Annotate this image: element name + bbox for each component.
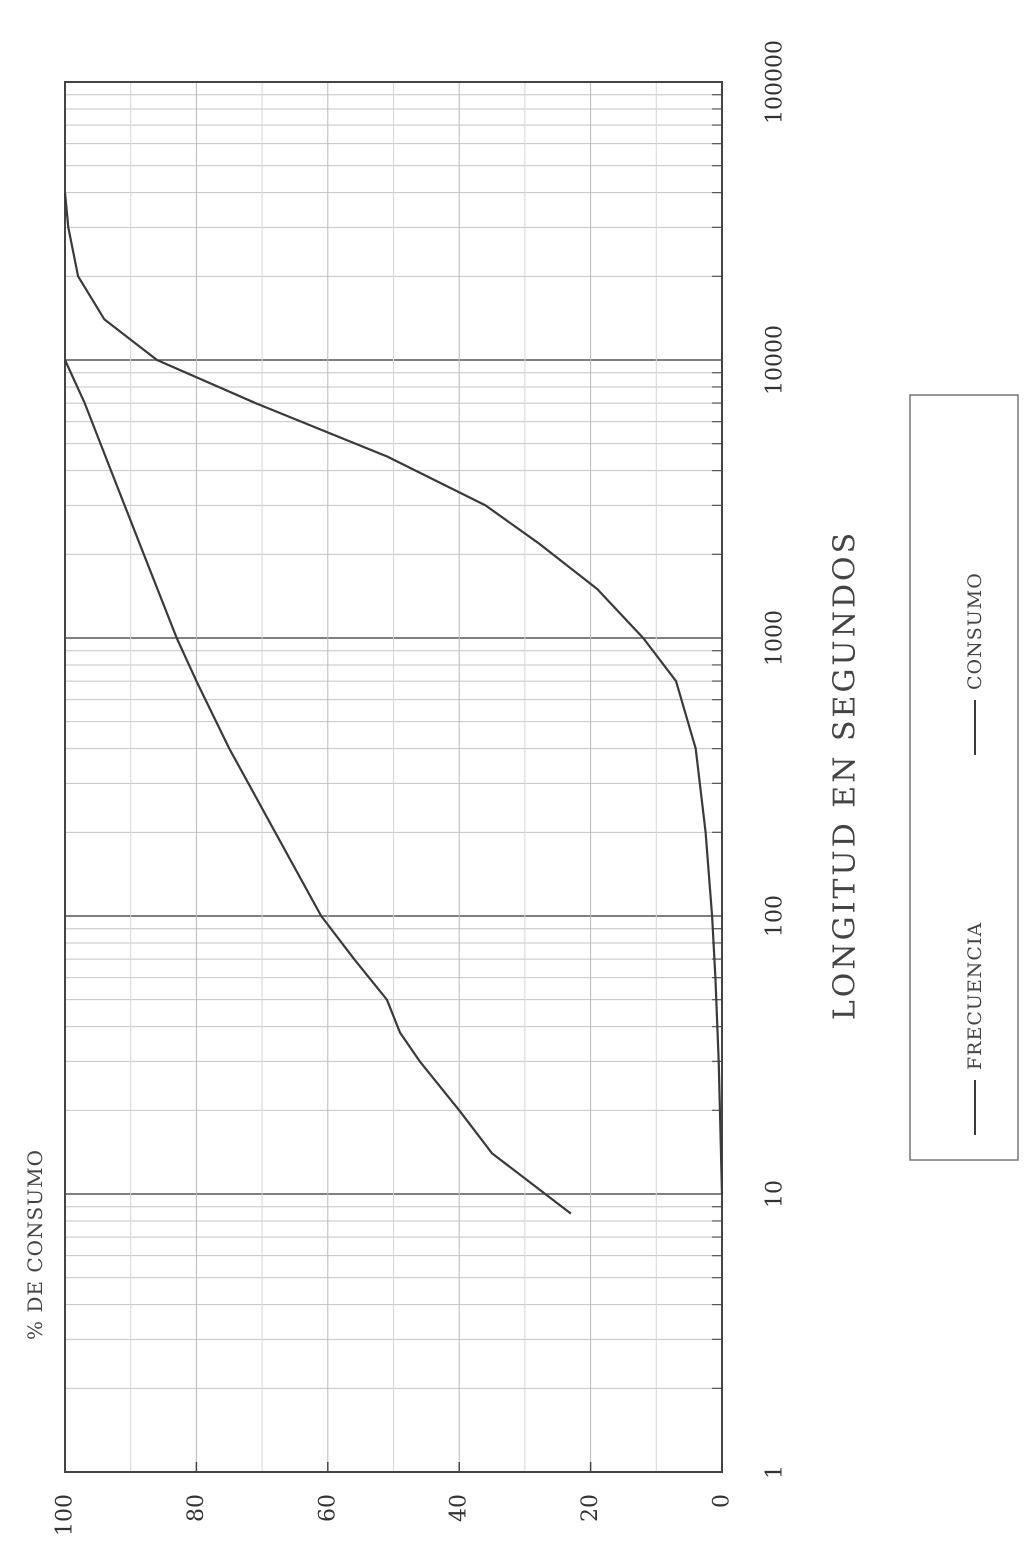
y-tick-label: 20 xyxy=(578,1494,603,1522)
y-tick-label: 60 xyxy=(315,1494,340,1522)
x-tick-label: 100000 xyxy=(763,40,788,124)
x-tick-label: 1 xyxy=(763,1465,788,1479)
x-axis-label: LONGITUD EN SEGUNDOS xyxy=(828,530,863,1020)
legend-label-consumo: CONSUMO xyxy=(964,572,986,690)
x-tick-labels: 1 10 100 1000 10000 100000 xyxy=(763,40,788,1479)
y-tick-labels: 0 20 40 60 80 100 xyxy=(53,1494,735,1536)
chart-title: % DE CONSUMO xyxy=(23,1149,47,1340)
legend: FRECUENCIA CONSUMO xyxy=(909,394,1019,1161)
x-tick-label: 10000 xyxy=(763,325,788,395)
legend-box xyxy=(909,394,1019,1161)
y-tick-label: 40 xyxy=(447,1494,472,1522)
y-tick-label: 80 xyxy=(184,1494,209,1522)
legend-label-frecuencia: FRECUENCIA xyxy=(964,922,986,1070)
x-tick-label: 10 xyxy=(763,1180,788,1208)
y-tick-label: 0 xyxy=(710,1494,735,1508)
series-line-frecuencia xyxy=(63,359,572,1215)
x-tick-label: 1000 xyxy=(763,610,788,666)
y-tick-label: 100 xyxy=(53,1494,78,1536)
plot-frame xyxy=(64,81,723,1473)
x-tick-label: 100 xyxy=(763,895,788,937)
series-layer xyxy=(63,192,724,1215)
grid xyxy=(64,81,723,1473)
series-line-consumo xyxy=(63,192,724,1195)
